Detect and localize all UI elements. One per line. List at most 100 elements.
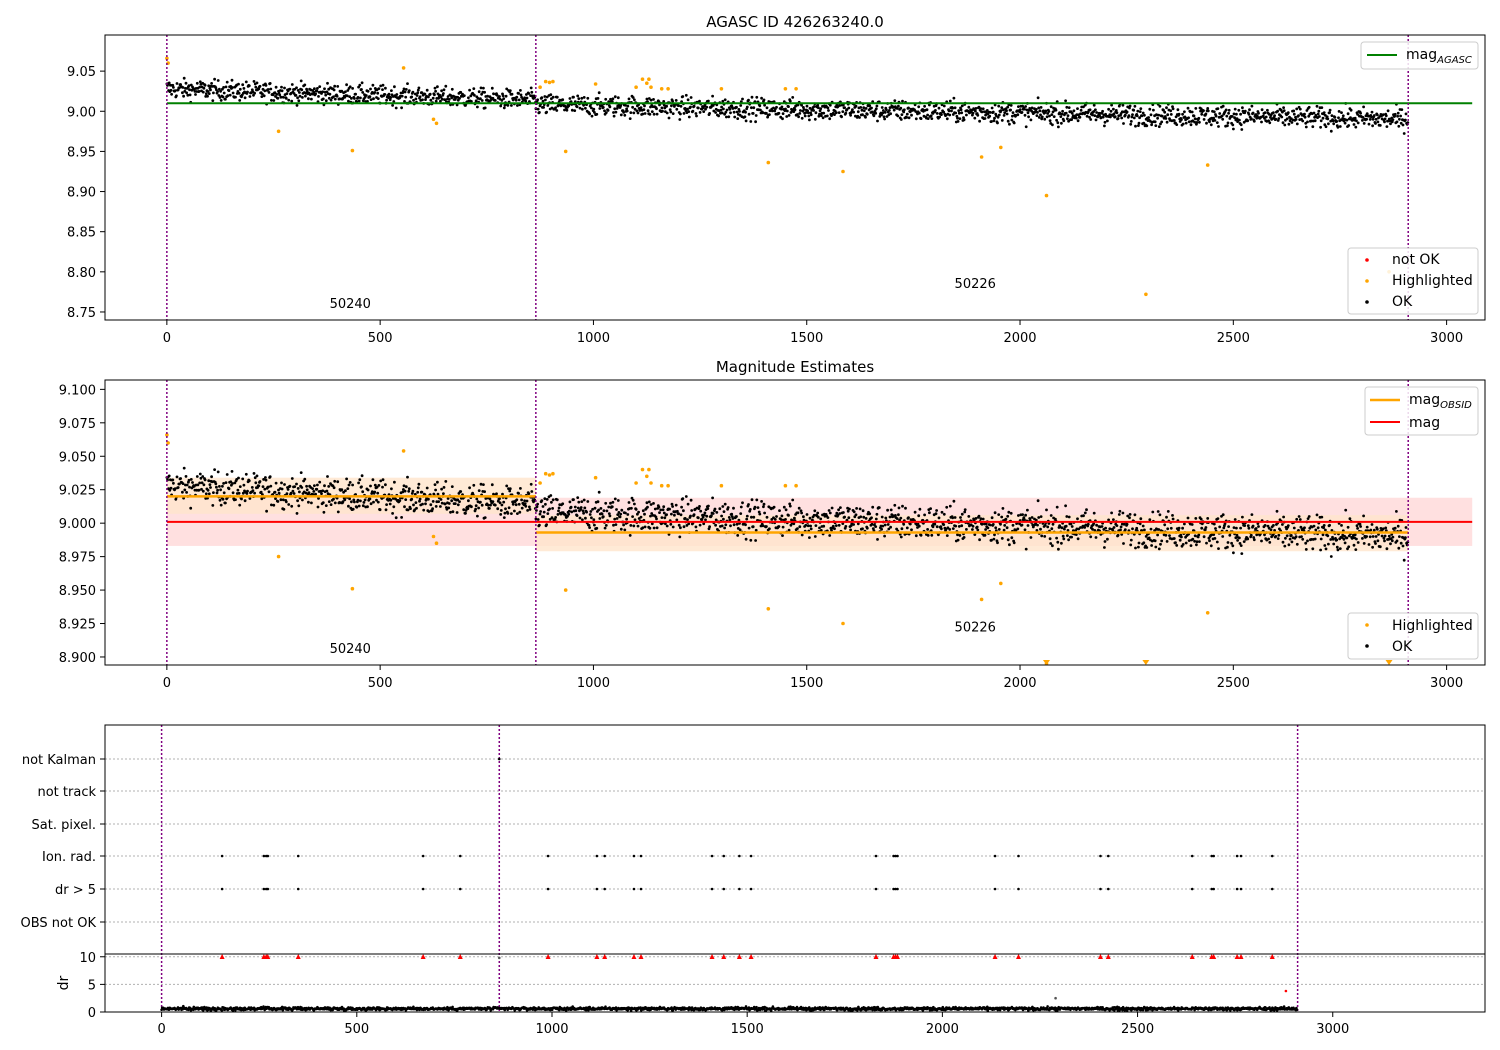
ok-point: [930, 533, 934, 537]
ok-point: [1119, 528, 1122, 532]
ok-point: [442, 492, 445, 495]
y-tick-label: 8.90: [67, 186, 96, 201]
ok-point: [852, 523, 855, 526]
ok-point: [703, 511, 707, 515]
ok-point: [505, 87, 509, 91]
ok-point: [252, 93, 255, 97]
ok-point: [578, 106, 582, 110]
ok-point: [907, 106, 910, 110]
ok-point: [1109, 115, 1112, 119]
ok-point: [659, 508, 663, 512]
dr-high-marker: [736, 954, 742, 959]
ok-point: [517, 492, 520, 495]
dr-event: [1106, 887, 1110, 891]
ok-point: [1061, 534, 1065, 538]
ok-point: [1026, 508, 1029, 512]
ok-point: [322, 510, 326, 514]
ok-point: [1387, 534, 1391, 538]
ok-point: [1209, 544, 1213, 548]
ok-point: [1009, 108, 1012, 112]
ok-point: [1024, 547, 1028, 551]
highlighted-point: [593, 475, 598, 480]
ok-point: [711, 512, 715, 515]
ok-point: [976, 528, 980, 532]
dr-event: [1210, 887, 1214, 891]
ok-point: [738, 110, 741, 113]
ok-point: [498, 95, 501, 98]
ok-point: [455, 511, 459, 514]
ok-point: [1341, 114, 1345, 118]
ok-point: [753, 505, 757, 509]
ok-point: [1313, 119, 1317, 123]
ok-point: [665, 513, 668, 516]
ok-point: [974, 109, 977, 113]
ok-point: [785, 115, 789, 118]
ok-point: [1282, 515, 1285, 519]
ok-point: [351, 483, 354, 487]
ok-point: [797, 115, 800, 119]
ok-point: [1313, 537, 1317, 541]
ok-point: [785, 109, 789, 113]
ok-point: [1290, 540, 1294, 544]
ok-point: [1114, 109, 1118, 112]
ok-point: [694, 112, 698, 115]
ok-point: [1133, 104, 1137, 108]
ok-point: [241, 83, 245, 87]
ion-rad-event: [874, 854, 878, 858]
ok-point: [1312, 524, 1316, 528]
ok-point: [1372, 114, 1376, 117]
legend-mag-obsid-label: mag: [1409, 392, 1440, 408]
ok-point: [539, 510, 542, 513]
ok-point: [1343, 534, 1346, 538]
ok-point: [1030, 106, 1034, 110]
ok-point: [1238, 536, 1241, 540]
ok-point: [889, 508, 893, 512]
ok-point: [483, 106, 487, 110]
ok-point: [727, 115, 731, 119]
ok-point: [604, 97, 608, 101]
ok-point: [836, 513, 840, 517]
ok-point: [1183, 110, 1186, 114]
ok-point: [967, 515, 971, 518]
ok-point: [1123, 528, 1127, 532]
ok-point: [647, 500, 651, 504]
ok-point: [1134, 124, 1137, 128]
ok-point: [843, 106, 846, 109]
ok-point: [407, 487, 411, 491]
ok-point: [496, 499, 500, 503]
ok-point: [822, 524, 826, 528]
ok-point: [197, 90, 201, 93]
highlighted-point: [647, 467, 651, 472]
x-tick-label: 1500: [790, 676, 823, 691]
ok-point: [542, 515, 545, 519]
ok-point: [1066, 534, 1069, 537]
ok-point: [336, 85, 340, 88]
dr-event: [1212, 887, 1215, 891]
ok-point: [940, 510, 944, 514]
ok-point: [400, 516, 403, 519]
ok-point: [1166, 113, 1170, 117]
ok-point: [1140, 114, 1144, 118]
ok-point: [391, 512, 394, 515]
ok-point: [207, 492, 211, 496]
ok-point: [181, 91, 184, 95]
ok-point: [551, 507, 554, 510]
ok-point: [173, 487, 177, 491]
highlighted-point: [543, 471, 548, 476]
ok-point: [412, 98, 415, 102]
ok-point: [759, 108, 762, 112]
ok-point: [301, 96, 304, 99]
ok-point: [981, 107, 985, 111]
ok-point: [762, 98, 766, 102]
ok-point: [933, 522, 937, 526]
ok-point: [348, 85, 352, 89]
ok-point: [1214, 527, 1217, 530]
ok-point: [1239, 526, 1242, 530]
ok-point: [403, 489, 407, 493]
ok-point: [1362, 514, 1365, 518]
ok-point: [804, 111, 808, 114]
ok-point: [459, 90, 463, 94]
obsid-label: 50240: [330, 297, 371, 312]
ok-point: [577, 97, 581, 100]
ok-point: [1295, 107, 1299, 111]
